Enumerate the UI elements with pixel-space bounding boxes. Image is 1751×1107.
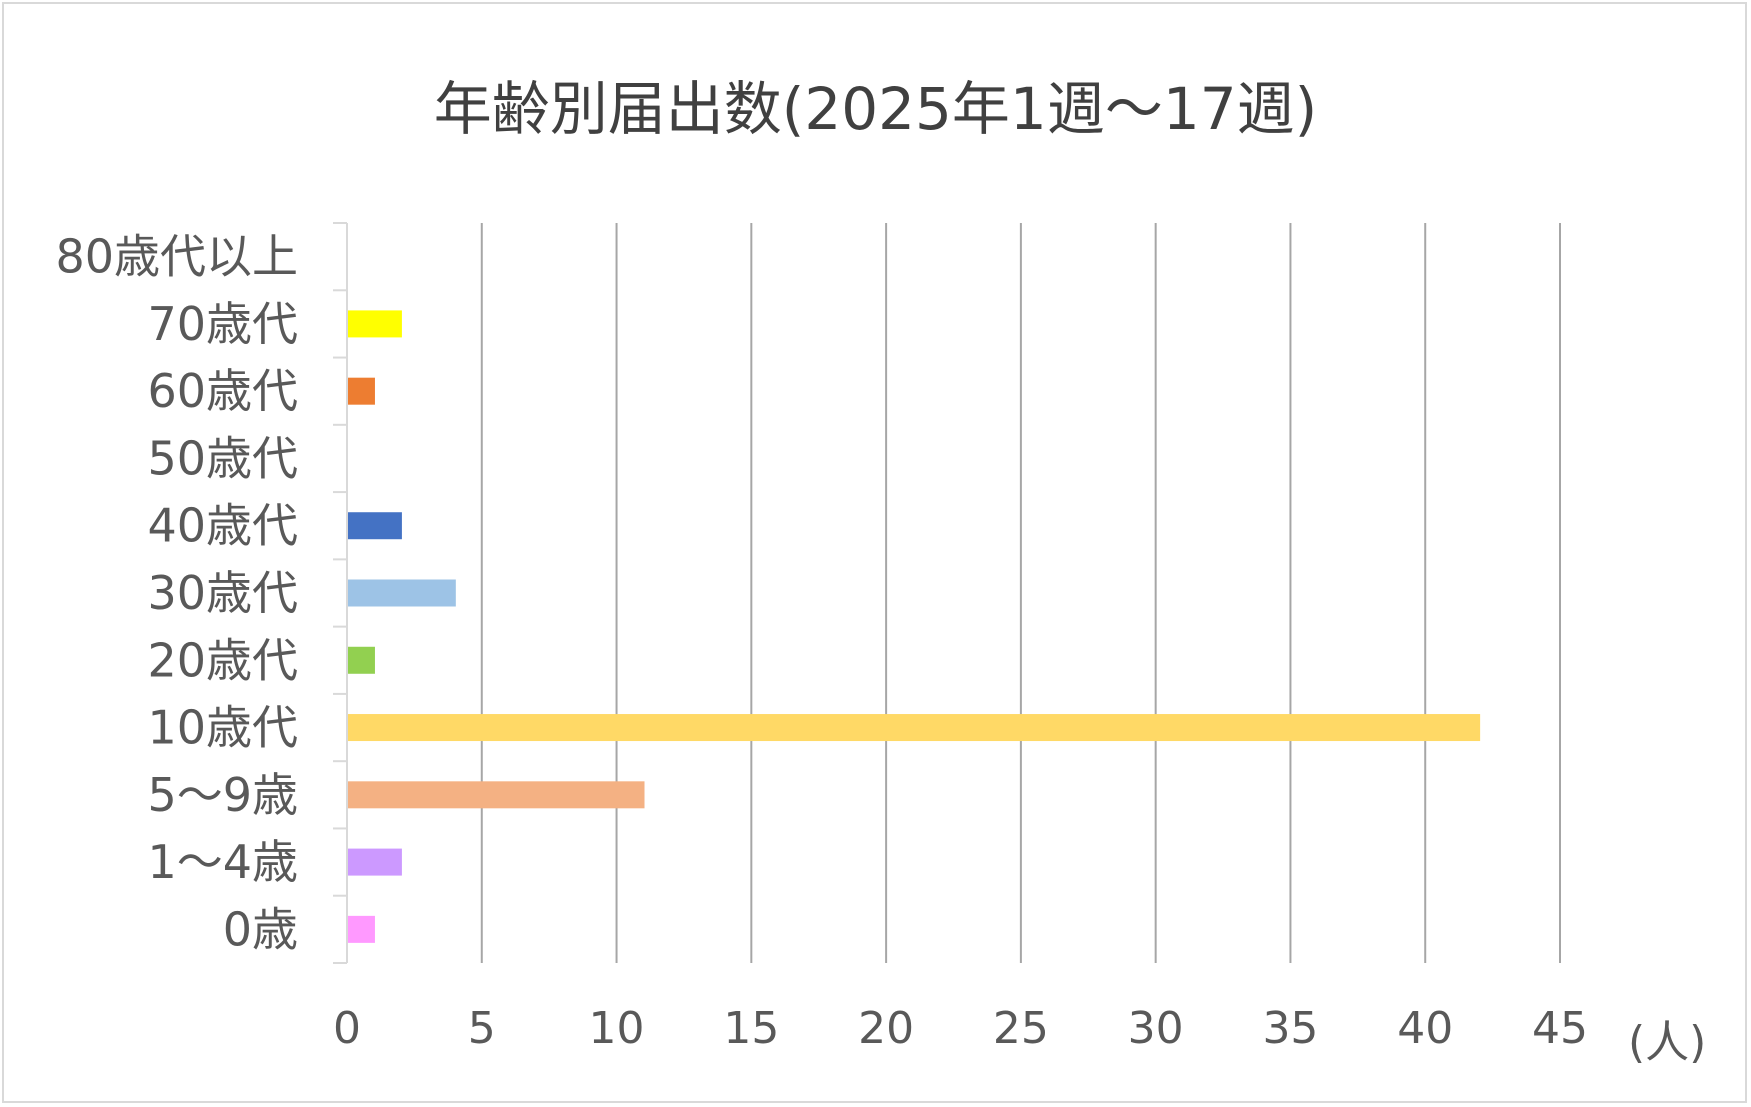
x-tick-label: 30 [1128,1003,1184,1054]
category-label: 30歳代 [147,566,298,620]
chart-title: 年齢別届出数(2025年1週～17週) [433,75,1318,143]
gridlines [480,223,1561,963]
category-label: 5～9歳 [147,768,298,822]
bar-1 [348,848,402,876]
x-tick-label: 5 [468,1003,496,1054]
x-tick-label: 35 [1262,1003,1318,1054]
category-label: 0歳 [223,902,298,956]
category-axis [333,222,348,964]
category-label: 10歳代 [147,701,298,755]
bar-8 [348,377,375,405]
bar-0 [348,915,375,943]
x-tick-label: 25 [993,1003,1049,1054]
bar-5 [348,579,456,607]
x-tick-labels: 0 5 10 15 20 25 30 35 40 45 [333,1003,1588,1054]
x-tick-label: 20 [858,1003,914,1054]
bar-6 [348,512,402,540]
x-tick-label: 0 [333,1003,361,1054]
bar-9 [348,310,402,338]
category-label: 50歳代 [147,431,298,485]
bar-3 [348,714,1481,742]
y-tick-labels: 0歳 1～4歳 5～9歳 10歳代 20歳代 30歳代 40歳代 50歳代 60歳代 70歳代 80… [55,230,298,957]
category-label: 1～4歳 [147,835,298,889]
category-label: 70歳代 [147,297,298,351]
category-label: 20歳代 [147,633,298,687]
bar-4 [348,646,375,674]
x-tick-label: 15 [723,1003,779,1054]
bars [348,310,1481,943]
category-label: 60歳代 [147,364,298,418]
x-axis-unit-label: (人) [1628,1017,1707,1068]
x-tick-label: 40 [1397,1003,1453,1054]
bar-2 [348,781,645,809]
category-label: 80歳代以上 [55,230,298,284]
x-tick-label: 10 [589,1003,645,1054]
x-tick-label: 45 [1532,1003,1588,1054]
category-label: 40歳代 [147,499,298,553]
